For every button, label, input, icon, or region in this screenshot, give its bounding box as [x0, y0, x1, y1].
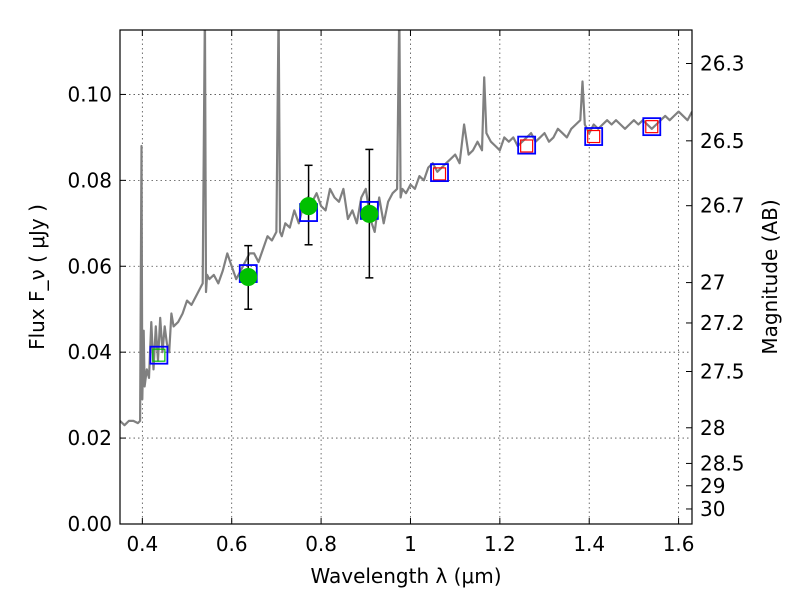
photometry-square-red — [645, 120, 659, 134]
right-tick-label: 28 — [700, 416, 725, 440]
photometry-square-red — [432, 167, 447, 181]
x-tick-label: 0.6 — [216, 532, 248, 556]
x-tick-label: 1.6 — [663, 532, 695, 556]
x-tick-label: 1.4 — [573, 532, 605, 556]
right-tick-label: 28.5 — [700, 451, 745, 475]
right-tick-label: 30 — [700, 497, 725, 521]
photometry-square-green — [152, 348, 166, 362]
spectrum-layer — [120, 30, 692, 427]
right-tick-label: 26.3 — [700, 52, 745, 76]
right-tick-label: 26.7 — [700, 194, 745, 218]
y-tick-label: 0.08 — [67, 168, 112, 192]
right-axis-label: Magnitude (AB) — [758, 199, 782, 354]
observed-point — [239, 268, 258, 286]
model-square-blue — [584, 127, 604, 146]
photometry-square-red — [520, 139, 534, 153]
x-tick-label: 1.2 — [484, 532, 516, 556]
y-tick-label: 0.02 — [67, 426, 112, 450]
x-axis-label: Wavelength λ (μm) — [310, 564, 501, 588]
x-tick-label: 1 — [404, 532, 417, 556]
y-tick-label: 0.04 — [67, 340, 112, 364]
model-square-blue — [430, 163, 449, 183]
right-tick-label: 27.5 — [700, 360, 745, 384]
y-tick-label: 0.00 — [67, 512, 112, 536]
right-tick-label: 27.2 — [700, 311, 745, 335]
y-tick-label: 0.06 — [67, 254, 112, 278]
model-square-blue — [642, 117, 662, 137]
x-tick-label: 0.4 — [126, 532, 158, 556]
right-tick-label: 26.5 — [700, 129, 745, 153]
photometry-square-red — [587, 129, 601, 144]
spectrum-line — [120, 30, 692, 427]
x-tick-label: 0.8 — [305, 532, 337, 556]
plot-frame — [119, 29, 693, 525]
right-tick-label: 29 — [700, 474, 725, 498]
y-axis-label: Flux F_ν ( μJy ) — [25, 204, 49, 350]
observed-point — [299, 197, 318, 216]
model-square-blue — [517, 135, 537, 155]
right-tick-label: 27 — [700, 271, 725, 295]
marker-layer — [149, 117, 662, 365]
y-tick-label: 0.10 — [67, 82, 112, 106]
model-square-blue — [149, 345, 169, 365]
observed-point — [360, 204, 379, 223]
tick-layer: 0.4 0.6 0.8 1 1.2 1.4 1.6 0.00 0.02 0.04 0.06 0.08 0… — [67, 30, 745, 556]
